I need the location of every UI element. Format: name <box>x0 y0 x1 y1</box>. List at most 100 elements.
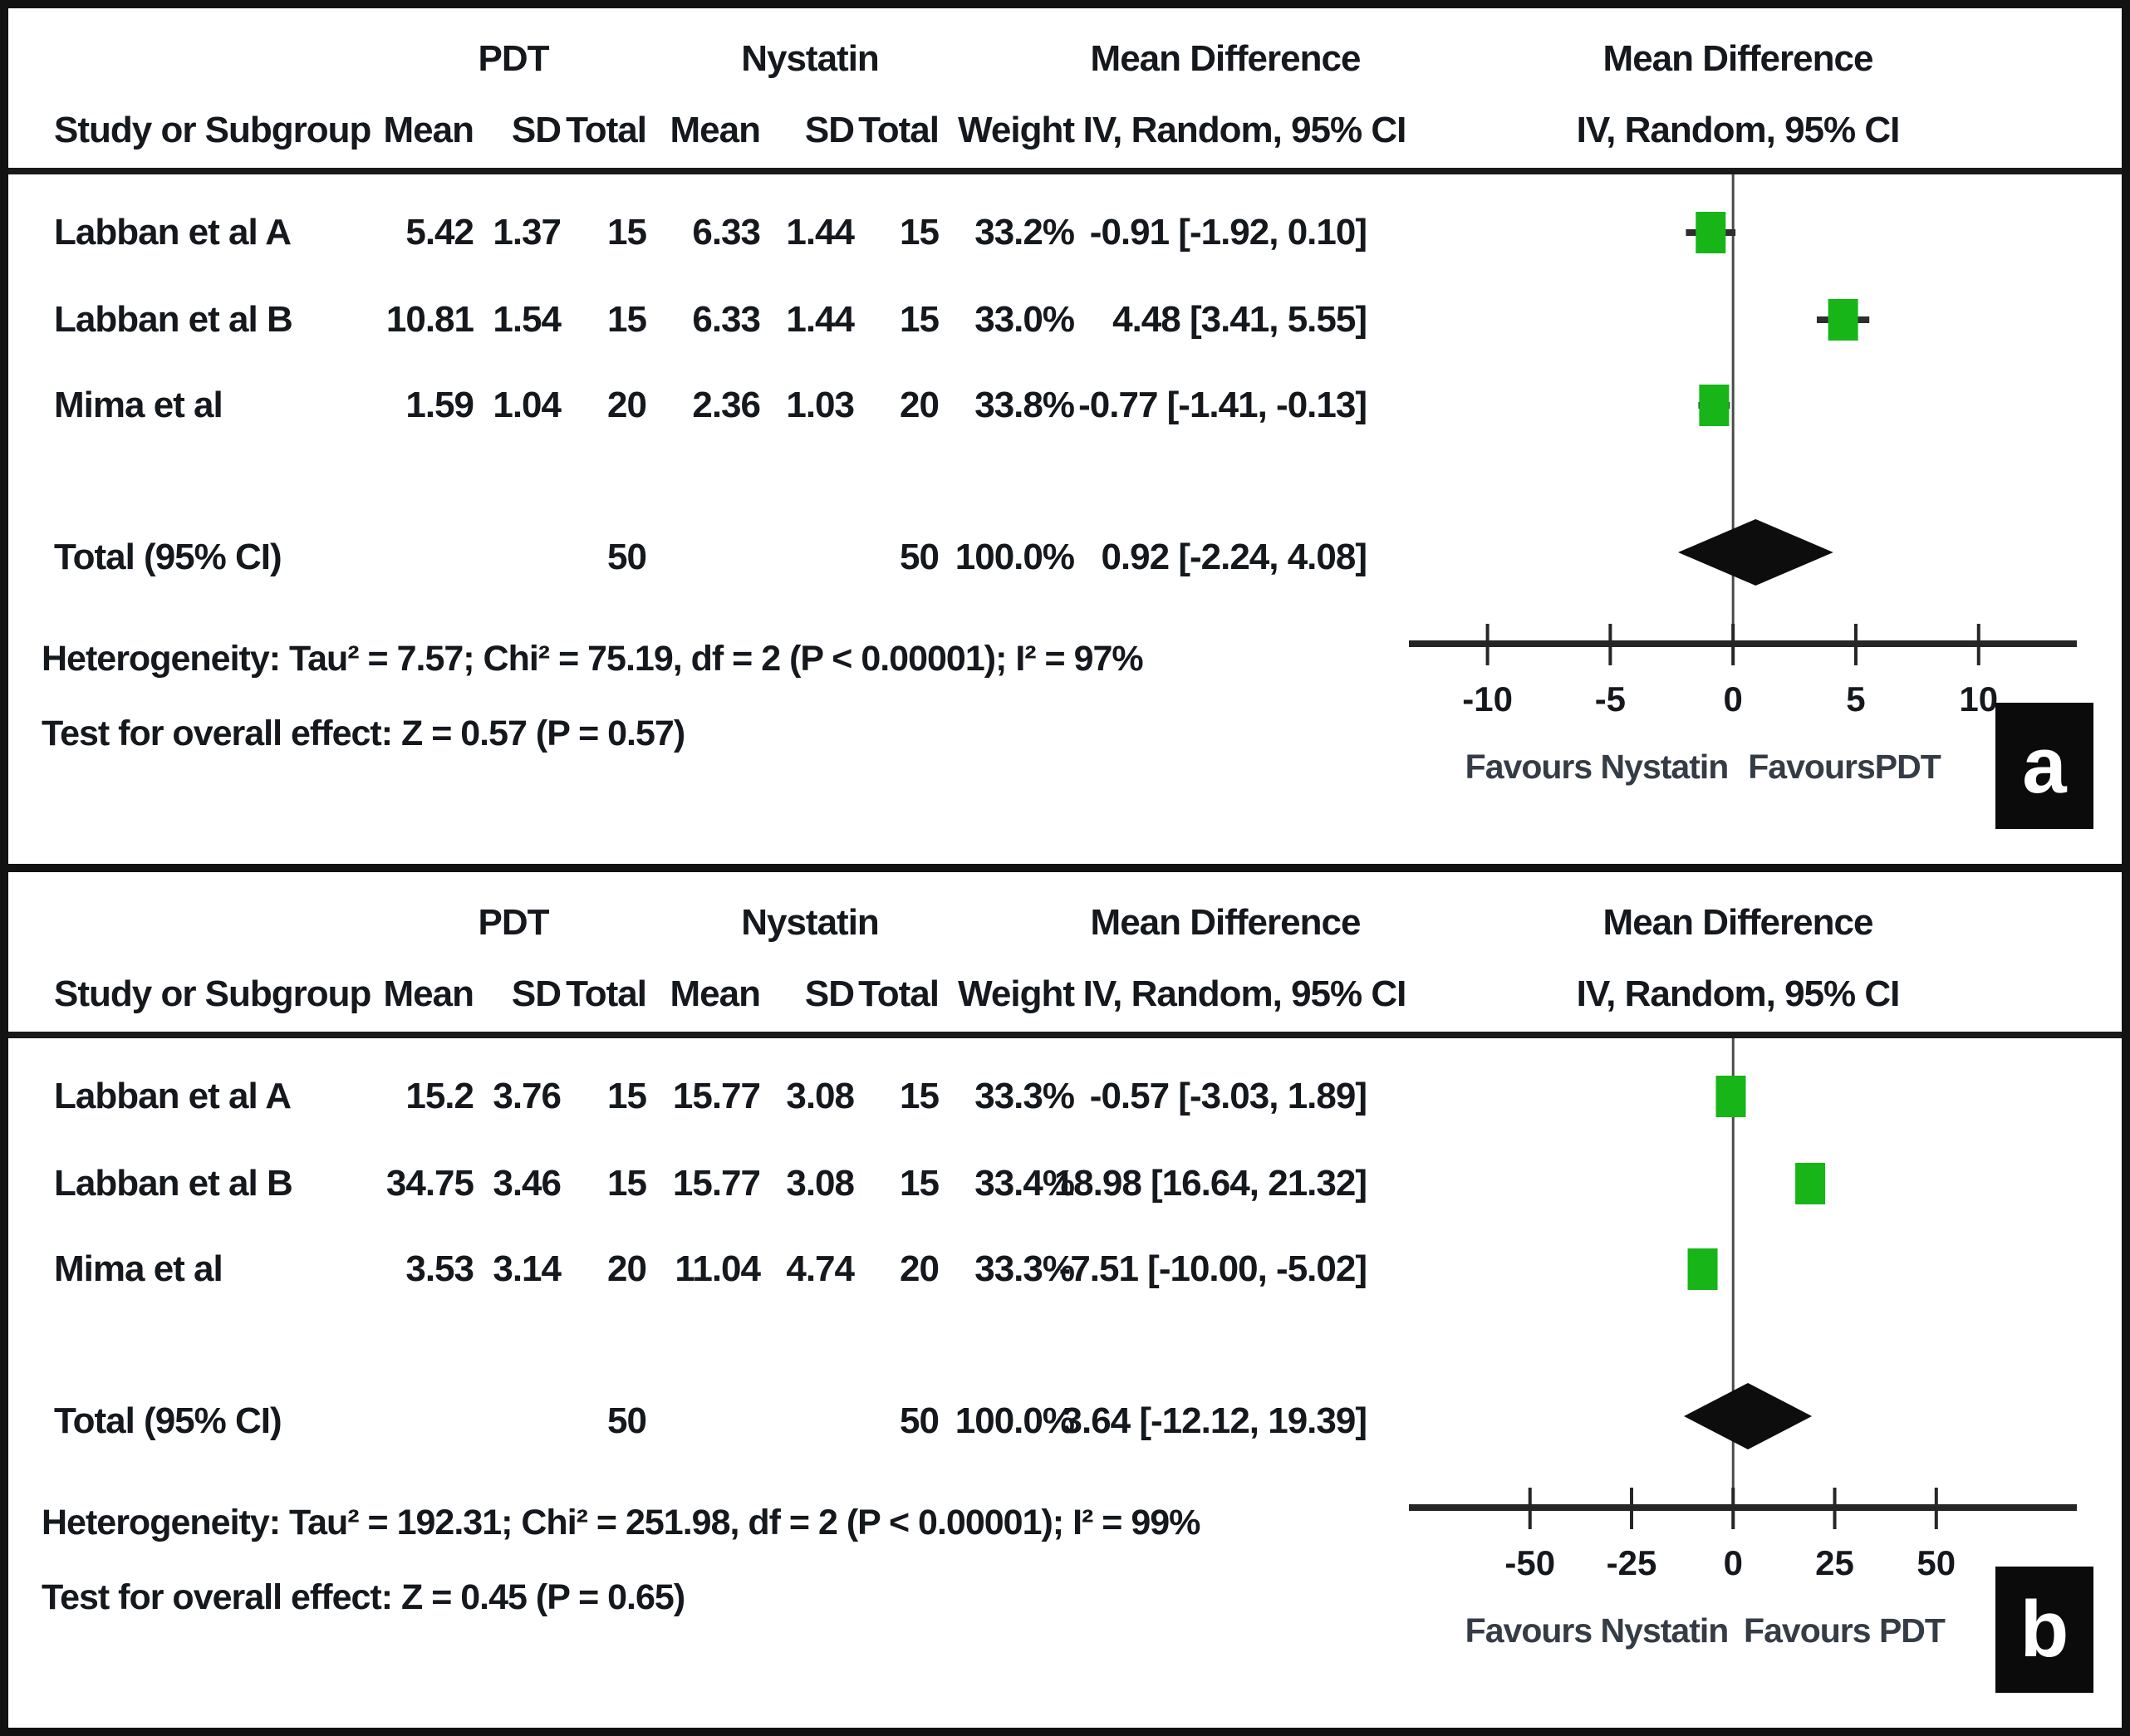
cell-pdt-mean: 34.75 <box>385 1163 474 1204</box>
cell-nystatin-total: 15 <box>900 299 940 340</box>
forest-plot-b: -50 -25 0 25 50 <box>1409 1038 2077 1582</box>
cell-nystatin-sd: 3.08 <box>786 1076 855 1116</box>
cell-mean-difference-ci: 4.48 [3.41, 5.55] <box>1112 299 1367 340</box>
total-weight: 100.0% <box>955 537 1075 577</box>
cell-nystatin-sd: 3.08 <box>786 1163 855 1204</box>
cell-nystatin-mean: 15.77 <box>672 1076 761 1116</box>
panel-letter: b <box>2020 1585 2069 1674</box>
cell-pdt-total: 20 <box>607 385 647 425</box>
axis-tick-label: 25 <box>1815 1543 1854 1582</box>
cell-nystatin-mean: 6.33 <box>692 212 761 253</box>
cell-pdt-total: 15 <box>607 212 647 253</box>
effect-square <box>1795 1163 1826 1204</box>
cell-mean-difference-ci: -0.77 [-1.41, -0.13] <box>1078 385 1367 425</box>
favours-left-label: Favours Nystatin <box>1465 1611 1730 1650</box>
header-divider <box>8 168 2122 174</box>
study-row: Labban et al A 15.2 3.76 15 15.77 3.08 1… <box>8 1071 2122 1122</box>
total-label: Total (95% CI) <box>54 1400 282 1441</box>
cell-weight: 33.2% <box>974 212 1075 253</box>
cell-nystatin-sd: 1.44 <box>786 299 855 340</box>
header-pdt-total: Total <box>566 110 647 150</box>
cell-pdt-sd: 1.37 <box>493 212 562 253</box>
axis-tick-label: 50 <box>1917 1543 1956 1582</box>
heterogeneity-text: Heterogeneity: Tau² = 7.57; Chi² = 75.19… <box>42 639 1144 679</box>
cell-pdt-total: 15 <box>607 299 647 340</box>
total-nystatin-n: 50 <box>900 1400 940 1441</box>
header-pdt-sd: SD <box>511 110 562 150</box>
header-pdt-mean: Mean <box>383 110 474 150</box>
axis-tick-label: -5 <box>1595 679 1626 718</box>
cell-nystatin-sd: 1.03 <box>786 385 855 425</box>
axis-tick-label: 0 <box>1723 679 1742 718</box>
header-nystatin-sd: SD <box>804 110 855 150</box>
group-header-pdt: PDT <box>478 902 550 943</box>
cell-nystatin-total: 15 <box>900 1163 940 1204</box>
favours-left-label: Favours Nystatin <box>1465 748 1730 786</box>
effect-square <box>1828 299 1858 341</box>
cell-mean-difference-ci: -0.91 [-1.92, 0.10] <box>1089 212 1367 253</box>
cell-nystatin-mean: 6.33 <box>692 299 761 340</box>
cell-nystatin-mean: 15.77 <box>672 1163 761 1204</box>
cell-pdt-total: 15 <box>607 1076 647 1116</box>
cell-pdt-mean: 1.59 <box>405 385 474 425</box>
total-nystatin-n: 50 <box>900 537 940 577</box>
cell-pdt-mean: 3.53 <box>405 1248 474 1289</box>
group-header-nystatin: Nystatin <box>741 902 880 943</box>
header-nystatin-total: Total <box>858 110 940 150</box>
plot-title-mean-difference: Mean Difference <box>1602 902 1874 943</box>
total-row: Total (95% CI) 50 50 100.0% 3.64 [-12.12… <box>8 1395 2122 1447</box>
plot-header-iv-random-ci: IV, Random, 95% CI <box>1576 973 1901 1014</box>
favours-right-label: Favours PDT <box>1744 1611 1946 1650</box>
cell-pdt-sd: 3.14 <box>493 1248 562 1289</box>
cell-study-name: Mima et al <box>54 1248 223 1289</box>
panel-a: PDT Nystatin Mean Difference Mean Differ… <box>8 8 2122 864</box>
axis-tick-label: 0 <box>1724 1543 1743 1582</box>
cell-pdt-sd: 3.46 <box>493 1163 562 1204</box>
axis-tick-label: -10 <box>1462 679 1513 718</box>
cell-mean-difference-ci: -7.51 [-10.00, -5.02] <box>1058 1248 1367 1289</box>
cell-study-name: Labban et al B <box>54 299 293 340</box>
column-group-mean-difference: Mean Difference <box>1090 902 1362 943</box>
header-pdt-mean: Mean <box>383 973 474 1014</box>
total-diamond <box>1677 519 1833 586</box>
panel-letter-badge: b <box>1995 1567 2093 1693</box>
cell-weight: 33.3% <box>974 1076 1075 1116</box>
header-nystatin-mean: Mean <box>670 110 761 150</box>
header-pdt-total: Total <box>566 973 647 1014</box>
cell-pdt-mean: 5.42 <box>405 212 474 253</box>
cell-nystatin-total: 15 <box>900 212 940 253</box>
overall-effect-text: Test for overall effect: Z = 0.45 (P = 0… <box>42 1577 685 1617</box>
cell-nystatin-mean: 11.04 <box>675 1248 761 1289</box>
cell-nystatin-total: 20 <box>900 385 940 425</box>
cell-mean-difference-ci: 18.98 [16.64, 21.32] <box>1053 1163 1367 1204</box>
total-weight: 100.0% <box>955 1400 1075 1441</box>
header-weight: Weight <box>958 110 1075 150</box>
panel-divider <box>8 864 2122 872</box>
plot-header-iv-random-ci: IV, Random, 95% CI <box>1576 110 1901 150</box>
cell-pdt-sd: 3.76 <box>493 1076 562 1116</box>
overall-effect-text: Test for overall effect: Z = 0.57 (P = 0… <box>42 714 685 753</box>
header-pdt-sd: SD <box>511 973 562 1014</box>
cell-study-name: Labban et al B <box>54 1163 293 1204</box>
header-iv-random-ci: IV, Random, 95% CI <box>1082 110 1407 150</box>
header-study-or-subgroup: Study or Subgroup <box>54 973 371 1014</box>
study-row: Labban et al B 10.81 1.54 15 6.33 1.44 1… <box>8 294 2122 346</box>
plot-title-mean-difference: Mean Difference <box>1602 38 1874 79</box>
heterogeneity-text: Heterogeneity: Tau² = 192.31; Chi² = 251… <box>42 1503 1200 1542</box>
effect-square <box>1687 1248 1718 1290</box>
axis-tick-label: 10 <box>1959 679 1998 718</box>
header-study-or-subgroup: Study or Subgroup <box>54 110 371 150</box>
total-pdt-n: 50 <box>607 537 647 577</box>
cell-pdt-sd: 1.04 <box>493 385 562 425</box>
total-pdt-n: 50 <box>607 1400 647 1441</box>
header-nystatin-total: Total <box>858 973 940 1014</box>
cell-weight: 33.0% <box>974 299 1075 340</box>
total-row: Total (95% CI) 50 50 100.0% 0.92 [-2.24,… <box>8 532 2122 583</box>
effect-square <box>1696 212 1726 253</box>
total-diamond <box>1683 1383 1813 1449</box>
header-weight: Weight <box>958 973 1075 1014</box>
forest-plot-a: -10 -5 0 5 10 <box>1409 174 2077 718</box>
total-label: Total (95% CI) <box>54 537 282 577</box>
column-group-mean-difference: Mean Difference <box>1090 38 1362 79</box>
cell-study-name: Labban et al A <box>54 1076 292 1116</box>
